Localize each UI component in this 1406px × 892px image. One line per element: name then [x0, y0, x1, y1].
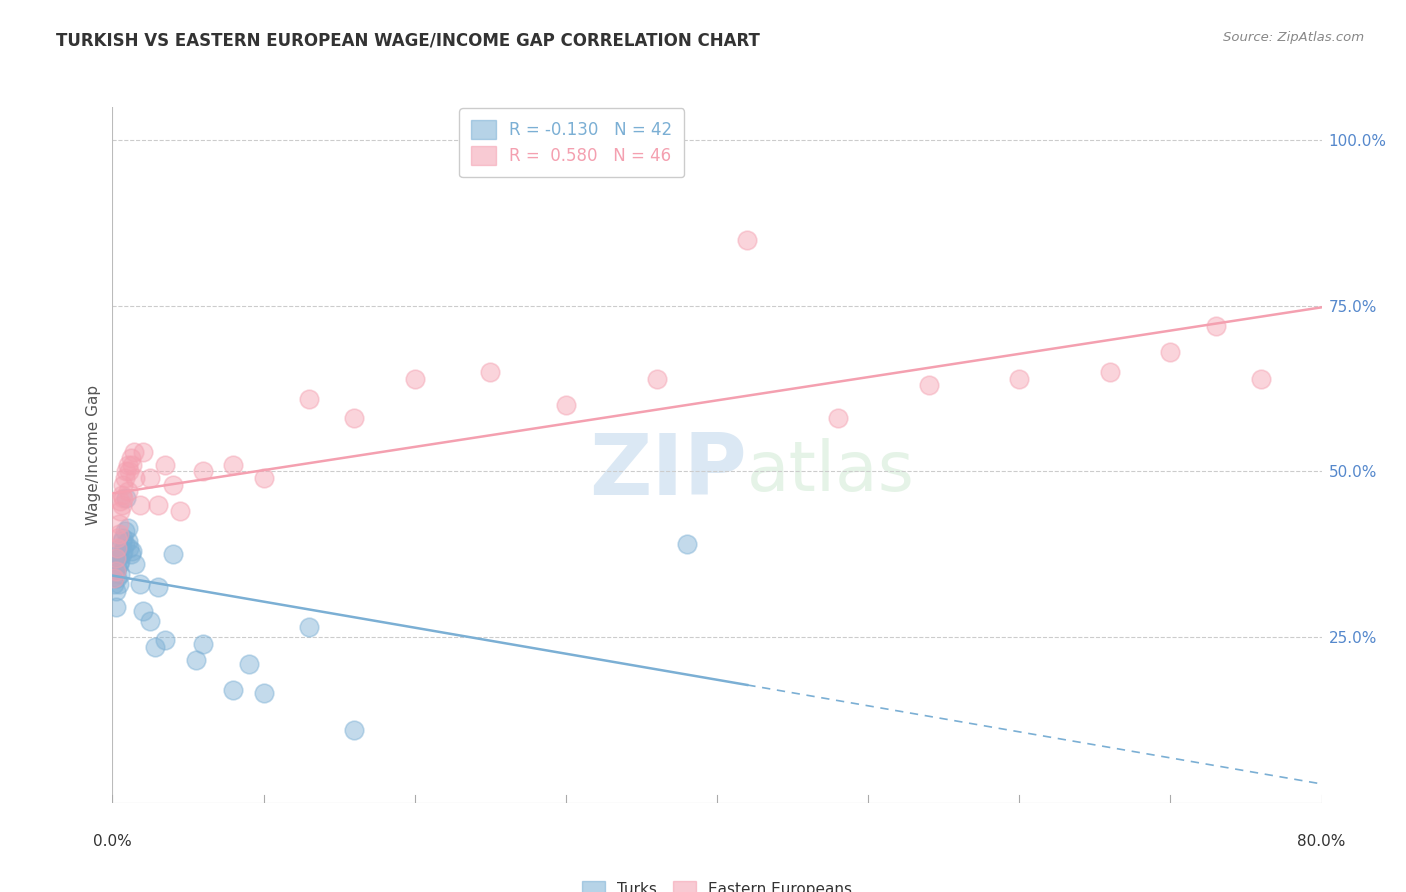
- Point: [191, 637, 214, 651]
- Point: [121, 458, 143, 472]
- Point: [108, 554, 131, 568]
- Point: [155, 633, 177, 648]
- Point: [104, 550, 127, 565]
- Point: [112, 491, 135, 505]
- Point: [143, 640, 166, 654]
- Point: [108, 541, 131, 555]
- Point: [645, 372, 668, 386]
- Point: [110, 534, 132, 549]
- Point: [222, 683, 245, 698]
- Point: [132, 604, 155, 618]
- Text: TURKISH VS EASTERN EUROPEAN WAGE/INCOME GAP CORRELATION CHART: TURKISH VS EASTERN EUROPEAN WAGE/INCOME …: [56, 31, 761, 49]
- Point: [222, 458, 245, 472]
- Point: [120, 547, 142, 561]
- Point: [162, 547, 184, 561]
- Point: [121, 544, 143, 558]
- Point: [110, 488, 132, 502]
- Point: [118, 465, 141, 479]
- Point: [108, 494, 131, 508]
- Point: [298, 392, 321, 406]
- Point: [120, 451, 142, 466]
- Point: [827, 411, 849, 425]
- Point: [139, 471, 162, 485]
- Point: [115, 491, 138, 505]
- Point: [105, 570, 128, 584]
- Text: ZIP: ZIP: [589, 430, 748, 513]
- Legend: Turks, Eastern Europeans: Turks, Eastern Europeans: [575, 873, 859, 892]
- Point: [184, 653, 207, 667]
- Point: [162, 477, 184, 491]
- Text: 80.0%: 80.0%: [1298, 834, 1346, 849]
- Point: [122, 444, 145, 458]
- Point: [104, 564, 127, 578]
- Point: [139, 614, 162, 628]
- Point: [132, 444, 155, 458]
- Point: [343, 411, 366, 425]
- Point: [918, 378, 941, 392]
- Point: [115, 465, 138, 479]
- Point: [110, 547, 132, 561]
- Point: [105, 550, 128, 565]
- Point: [108, 504, 131, 518]
- Point: [108, 567, 131, 582]
- Point: [128, 577, 150, 591]
- Text: Source: ZipAtlas.com: Source: ZipAtlas.com: [1223, 31, 1364, 45]
- Text: atlas: atlas: [748, 438, 915, 505]
- Point: [554, 398, 576, 412]
- Point: [104, 600, 127, 615]
- Point: [117, 484, 139, 499]
- Point: [1159, 345, 1181, 359]
- Point: [124, 471, 146, 485]
- Point: [107, 547, 129, 561]
- Point: [117, 521, 139, 535]
- Point: [404, 372, 426, 386]
- Point: [107, 558, 129, 572]
- Point: [104, 583, 127, 598]
- Point: [124, 558, 146, 572]
- Point: [737, 233, 759, 247]
- Point: [105, 531, 128, 545]
- Point: [104, 564, 127, 578]
- Point: [103, 554, 125, 568]
- Point: [253, 686, 276, 700]
- Y-axis label: Wage/Income Gap: Wage/Income Gap: [86, 384, 101, 525]
- Point: [117, 534, 139, 549]
- Point: [110, 498, 132, 512]
- Point: [114, 524, 136, 538]
- Point: [146, 498, 169, 512]
- Text: 0.0%: 0.0%: [93, 834, 132, 849]
- Point: [103, 570, 125, 584]
- Point: [114, 471, 136, 485]
- Point: [675, 537, 697, 551]
- Point: [191, 465, 214, 479]
- Point: [298, 620, 321, 634]
- Point: [107, 517, 129, 532]
- Point: [117, 458, 139, 472]
- Point: [128, 498, 150, 512]
- Point: [1205, 318, 1227, 333]
- Point: [1098, 365, 1121, 379]
- Point: [118, 541, 141, 555]
- Point: [1008, 372, 1031, 386]
- Point: [1250, 372, 1272, 386]
- Point: [253, 471, 276, 485]
- Point: [105, 541, 128, 555]
- Point: [112, 477, 135, 491]
- Point: [238, 657, 260, 671]
- Point: [107, 527, 129, 541]
- Point: [114, 537, 136, 551]
- Point: [112, 544, 135, 558]
- Point: [103, 577, 125, 591]
- Point: [112, 531, 135, 545]
- Point: [169, 504, 191, 518]
- Point: [105, 560, 128, 574]
- Point: [107, 577, 129, 591]
- Point: [146, 581, 169, 595]
- Point: [343, 723, 366, 737]
- Point: [479, 365, 502, 379]
- Point: [155, 458, 177, 472]
